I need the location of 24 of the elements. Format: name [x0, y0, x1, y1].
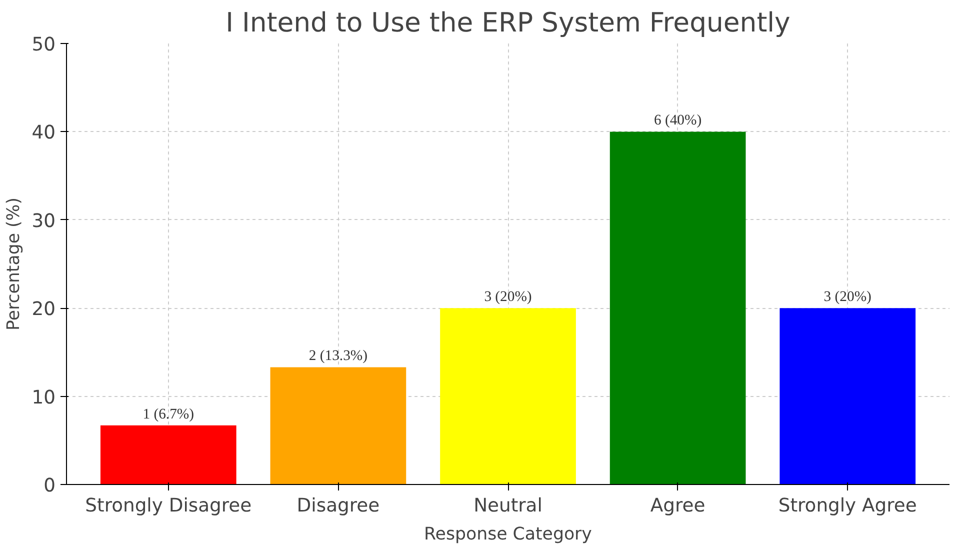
data-label: 6 (40%)	[654, 112, 702, 129]
bar	[440, 308, 576, 484]
chart-title: I Intend to Use the ERP System Frequently	[226, 8, 790, 38]
bar	[780, 308, 916, 484]
x-tick-label: Strongly Disagree	[85, 496, 252, 516]
x-tick-label: Disagree	[296, 496, 380, 516]
x-tick-label: Neutral	[474, 496, 542, 516]
bar	[100, 425, 236, 484]
x-tick-label: Strongly Agree	[778, 496, 917, 516]
y-tick-label: 0	[44, 476, 56, 496]
x-axis-title: Response Category	[424, 524, 592, 544]
y-tick-label: 10	[32, 387, 56, 408]
data-label: 3 (20%)	[484, 289, 532, 306]
y-tick-label: 40	[32, 122, 56, 144]
bar	[270, 367, 406, 484]
y-axis-title: Percentage (%)	[4, 198, 24, 330]
x-tick-label: Agree	[650, 496, 706, 516]
data-label: 2 (13.3%)	[308, 348, 368, 364]
y-tick-label: 30	[32, 210, 56, 232]
y-tick-label: 50	[32, 34, 56, 56]
bar	[610, 132, 746, 484]
data-label: 1 (6.7%)	[142, 406, 194, 422]
y-tick-label: 20	[32, 299, 56, 320]
data-label: 3 (20%)	[824, 289, 872, 306]
